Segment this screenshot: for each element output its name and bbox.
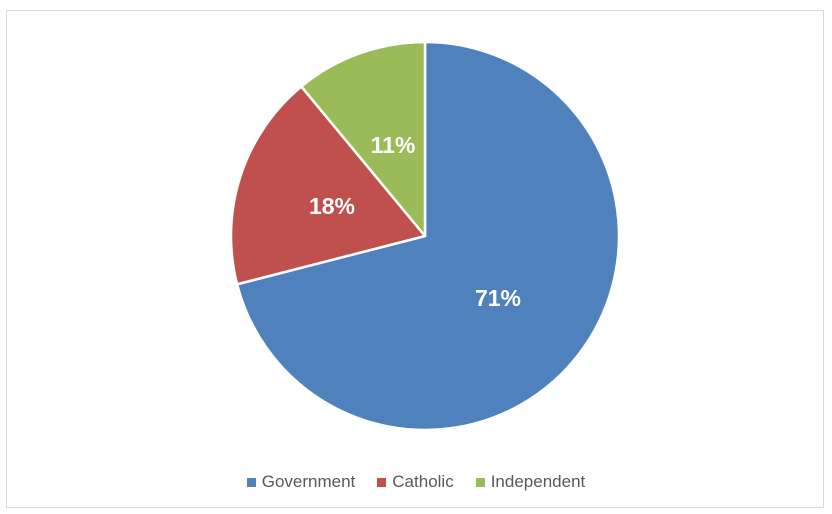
legend-item-independent: Independent (475, 472, 586, 492)
legend-swatch-independent (475, 477, 485, 487)
data-label-government: 71% (475, 285, 521, 311)
legend-item-catholic: Catholic (377, 472, 454, 492)
pie-slice-catholic (229, 85, 427, 286)
legend-swatch-government (246, 477, 256, 487)
pie-slice-independent (300, 40, 427, 238)
legend-label-catholic: Catholic (392, 472, 454, 491)
legend-item-government: Government (246, 472, 356, 492)
legend-label-government: Government (261, 472, 356, 491)
pie-slice-government (235, 40, 621, 432)
data-label-independent: 11% (371, 132, 416, 158)
legend-swatch-catholic (377, 477, 387, 487)
legend: Government Catholic Independent (0, 470, 832, 494)
legend-label-independent: Independent (490, 472, 586, 491)
data-label-catholic: 18% (309, 193, 355, 219)
